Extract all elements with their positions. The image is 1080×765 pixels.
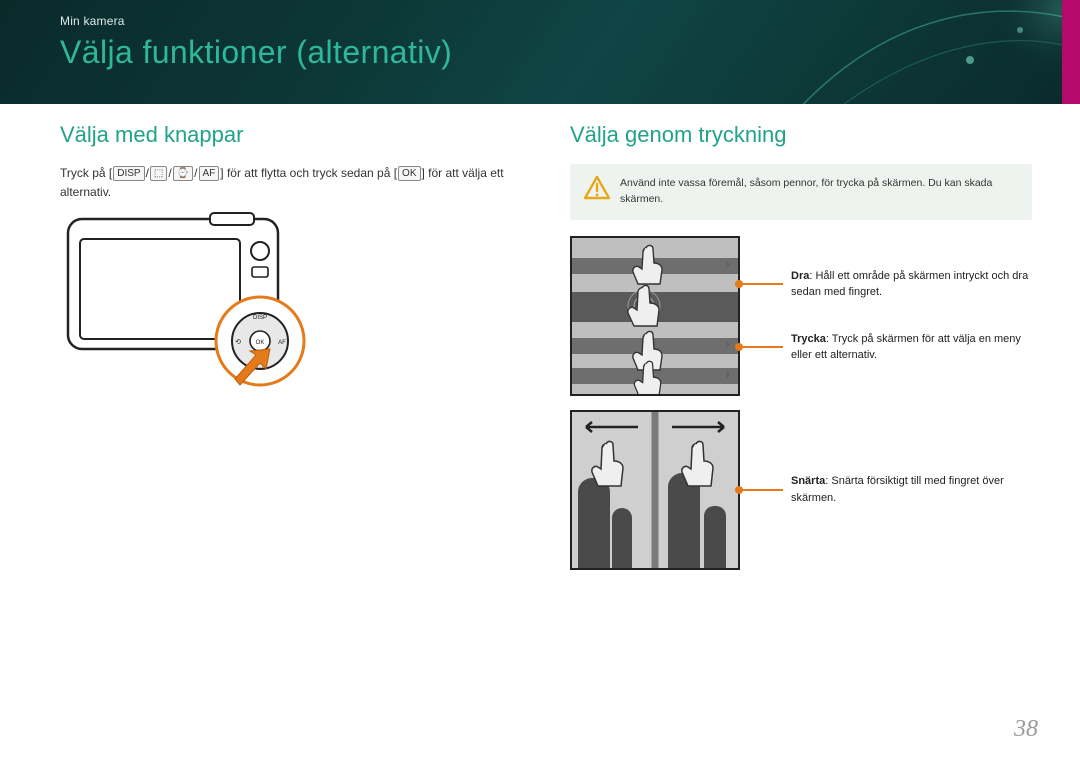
column-left: Välja med knappar Tryck på [DISP/⬚/⌚/AF]…	[60, 122, 522, 584]
term-flick: Snärta	[791, 475, 825, 487]
gesture-desc-drag: Dra: Håll ett område på skärmen intryckt…	[783, 268, 1032, 301]
instr-pre: Tryck på [	[60, 166, 112, 180]
gesture-desc-tap: Trycka: Tryck på skärmen för att välja e…	[783, 331, 1032, 364]
left-instruction: Tryck på [DISP/⬚/⌚/AF] för att ﬂytta och…	[60, 164, 522, 201]
column-right: Välja genom tryckning Använd inte vassa …	[570, 122, 1032, 584]
page-title: Välja funktioner (alternativ)	[0, 28, 1080, 71]
page-number: 38	[1014, 716, 1038, 743]
left-heading: Välja med knappar	[60, 122, 522, 148]
gesture-row-2: Snärta: Snärta försiktigt till med ﬁngre…	[570, 410, 1032, 570]
right-heading: Välja genom tryckning	[570, 122, 1032, 148]
svg-text:⟲: ⟲	[235, 339, 241, 346]
connector-line	[739, 283, 783, 285]
instr-mid: ] för att ﬂytta och tryck sedan på [	[220, 166, 397, 180]
text-drag: : Håll ett område på skärmen intryckt oc…	[791, 270, 1028, 299]
warning-box: Använd inte vassa föremål, såsom pennor,…	[570, 164, 1032, 220]
gesture-figure-drag-tap: › › › ›	[570, 236, 740, 396]
key-timer: ⌚	[173, 166, 193, 181]
camera-diagram: DISP ⬚ ⟲ AF OK	[60, 211, 320, 391]
key-macro: ⬚	[150, 166, 167, 181]
connector-line	[739, 346, 783, 348]
gesture-row-1: › › › › Dra: Håll ett område på skärmen …	[570, 236, 1032, 396]
breadcrumb: Min kamera	[0, 0, 1080, 28]
gesture-desc-flick: Snärta: Snärta försiktigt till med ﬁngre…	[783, 473, 1032, 506]
key-af: AF	[199, 166, 220, 181]
magenta-side-tab	[1062, 0, 1080, 104]
svg-text:OK: OK	[256, 340, 265, 346]
content-area: Välja med knappar Tryck på [DISP/⬚/⌚/AF]…	[0, 104, 1080, 584]
text-tap: : Tryck på skärmen för att välja en meny…	[791, 333, 1021, 362]
term-drag: Dra	[791, 270, 809, 282]
term-tap: Trycka	[791, 333, 826, 345]
gesture-figure-flick	[570, 410, 740, 570]
header-band: Min kamera Välja funktioner (alternativ)	[0, 0, 1080, 104]
key-disp: DISP	[113, 166, 144, 181]
warning-text: Använd inte vassa föremål, såsom pennor,…	[620, 176, 1018, 208]
svg-text:AF: AF	[278, 340, 286, 346]
key-ok: OK	[398, 166, 420, 181]
connector-line	[739, 489, 783, 491]
svg-text:DISP: DISP	[253, 315, 267, 321]
warning-icon	[584, 176, 610, 200]
